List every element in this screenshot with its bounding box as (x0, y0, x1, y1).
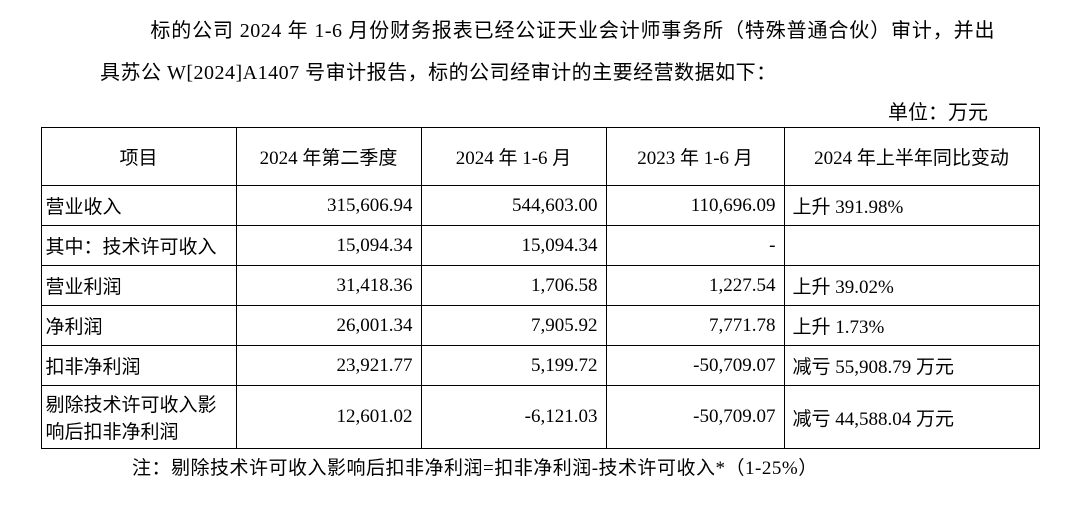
table-header-row: 项目 2024 年第二季度 2024 年 1-6 月 2023 年 1-6 月 … (41, 128, 1039, 186)
cell-h124: -6,121.03 (421, 386, 606, 449)
cell-q2: 23,921.77 (236, 346, 421, 386)
row-label: 营业利润 (41, 266, 236, 306)
cell-chg: 上升 1.73% (784, 306, 1039, 346)
cell-chg: 上升 391.98% (784, 186, 1039, 226)
cell-h124: 1,706.58 (421, 266, 606, 306)
table-row: 营业收入 315,606.94 544,603.00 110,696.09 上升… (41, 186, 1039, 226)
cell-q2: 15,094.34 (236, 226, 421, 266)
table-row: 扣非净利润 23,921.77 5,199.72 -50,709.07 减亏 5… (41, 346, 1039, 386)
cell-h123: -50,709.07 (606, 346, 784, 386)
cell-chg: 减亏 44,588.04 万元 (784, 386, 1039, 449)
cell-chg (784, 226, 1039, 266)
row-label: 扣非净利润 (41, 346, 236, 386)
table-row: 剔除技术许可收入影响后扣非净利润 12,601.02 -6,121.03 -50… (41, 386, 1039, 449)
table-row: 其中：技术许可收入 15,094.34 15,094.34 - (41, 226, 1039, 266)
header-h1-2024: 2024 年 1-6 月 (421, 128, 606, 186)
cell-h124: 15,094.34 (421, 226, 606, 266)
header-change: 2024 年上半年同比变动 (784, 128, 1039, 186)
cell-h123: 7,771.78 (606, 306, 784, 346)
header-item: 项目 (41, 128, 236, 186)
cell-q2: 26,001.34 (236, 306, 421, 346)
financial-table: 项目 2024 年第二季度 2024 年 1-6 月 2023 年 1-6 月 … (41, 127, 1040, 449)
cell-h123: 1,227.54 (606, 266, 784, 306)
intro-text: 标的公司 2024 年 1-6 月份财务报表已经公证天业会计师事务所（特殊普通合… (100, 20, 995, 84)
row-label: 剔除技术许可收入影响后扣非净利润 (41, 386, 236, 449)
header-h1-2023: 2023 年 1-6 月 (606, 128, 784, 186)
cell-h124: 544,603.00 (421, 186, 606, 226)
cell-chg: 减亏 55,908.79 万元 (784, 346, 1039, 386)
intro-paragraph: 标的公司 2024 年 1-6 月份财务报表已经公证天业会计师事务所（特殊普通合… (40, 10, 1040, 94)
cell-q2: 12,601.02 (236, 386, 421, 449)
cell-h123: -50,709.07 (606, 386, 784, 449)
header-q2-2024: 2024 年第二季度 (236, 128, 421, 186)
cell-h123: 110,696.09 (606, 186, 784, 226)
row-label: 营业收入 (41, 186, 236, 226)
table-row: 净利润 26,001.34 7,905.92 7,771.78 上升 1.73% (41, 306, 1039, 346)
cell-h124: 7,905.92 (421, 306, 606, 346)
row-label: 其中：技术许可收入 (41, 226, 236, 266)
unit-label: 单位：万元 (40, 96, 1040, 125)
cell-q2: 31,418.36 (236, 266, 421, 306)
table-row: 营业利润 31,418.36 1,706.58 1,227.54 上升 39.0… (41, 266, 1039, 306)
footnote: 注：剔除技术许可收入影响后扣非净利润=扣非净利润-技术许可收入*（1-25%） (40, 453, 1040, 480)
cell-chg: 上升 39.02% (784, 266, 1039, 306)
row-label: 净利润 (41, 306, 236, 346)
cell-h124: 5,199.72 (421, 346, 606, 386)
cell-h123: - (606, 226, 784, 266)
cell-q2: 315,606.94 (236, 186, 421, 226)
